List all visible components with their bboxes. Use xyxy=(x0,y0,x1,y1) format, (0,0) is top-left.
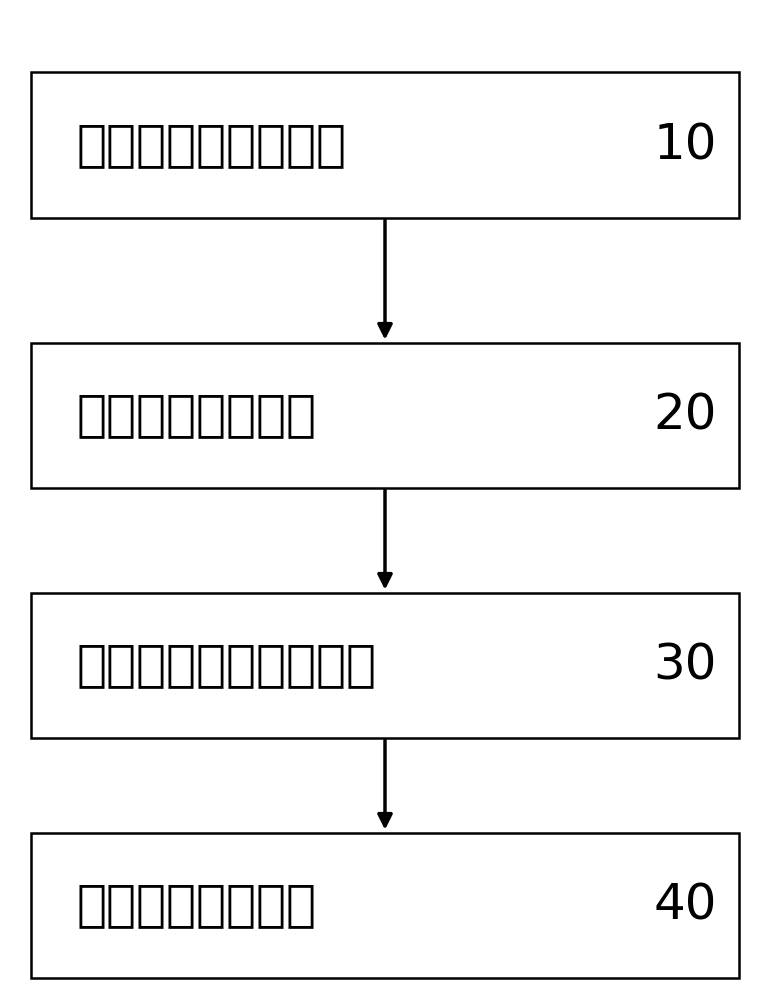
Text: 回波信号混频滤波: 回波信号混频滤波 xyxy=(77,391,317,439)
Text: 30: 30 xyxy=(654,641,717,689)
Text: 20: 20 xyxy=(654,391,717,439)
Bar xyxy=(31,592,739,738)
Text: 40: 40 xyxy=(654,881,717,929)
Bar xyxy=(31,342,739,488)
Bar xyxy=(31,832,739,978)
Bar xyxy=(31,73,739,218)
Text: 复合波形目标探测: 复合波形目标探测 xyxy=(77,881,317,929)
Text: 10: 10 xyxy=(654,121,717,169)
Text: 差频信号频谱峰值检测: 差频信号频谱峰值检测 xyxy=(77,641,377,689)
Text: 毫米波雷达信号发射: 毫米波雷达信号发射 xyxy=(77,121,347,169)
